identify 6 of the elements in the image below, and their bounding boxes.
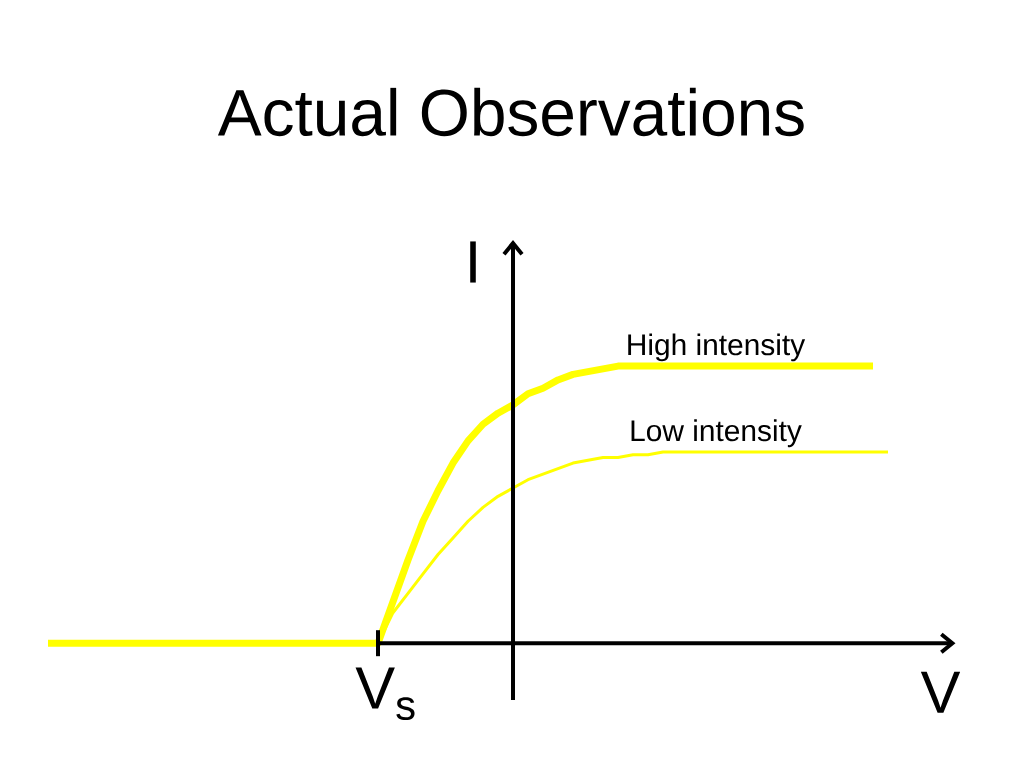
- y-axis-title: I: [470, 241, 476, 283]
- series-label: Low intensity: [631, 419, 802, 448]
- x-axis-title: V: [920, 671, 961, 713]
- annotation: V$_{s}$: [355, 667, 415, 721]
- chart-title: Actual Observations: [217, 87, 804, 137]
- series-label: High intensity: [628, 333, 806, 362]
